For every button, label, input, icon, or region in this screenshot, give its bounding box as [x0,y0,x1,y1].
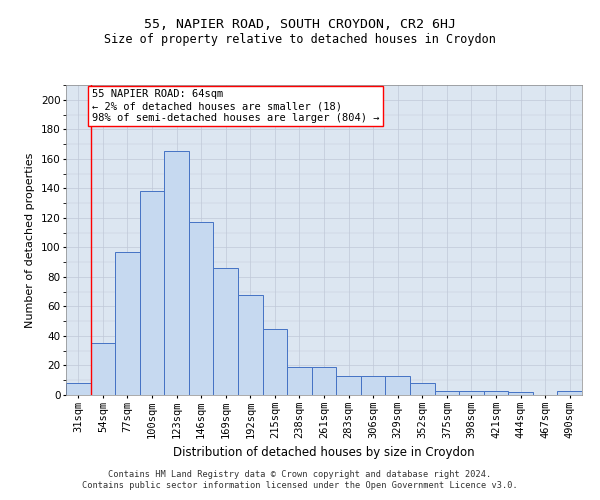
Bar [140,192,164,395]
Y-axis label: Number of detached properties: Number of detached properties [25,152,35,328]
Bar [263,328,287,395]
Bar [385,376,410,395]
Bar [508,392,533,395]
Bar [115,252,140,395]
Bar [336,376,361,395]
Bar [287,367,312,395]
Bar [434,390,459,395]
Text: Contains HM Land Registry data © Crown copyright and database right 2024.: Contains HM Land Registry data © Crown c… [109,470,491,479]
Text: Size of property relative to detached houses in Croydon: Size of property relative to detached ho… [104,32,496,46]
Bar [312,367,336,395]
Text: Contains public sector information licensed under the Open Government Licence v3: Contains public sector information licen… [82,481,518,490]
Bar [410,383,434,395]
Bar [164,152,189,395]
Bar [66,383,91,395]
Bar [557,390,582,395]
Bar [238,294,263,395]
Bar [189,222,214,395]
Text: 55 NAPIER ROAD: 64sqm
← 2% of detached houses are smaller (18)
98% of semi-detac: 55 NAPIER ROAD: 64sqm ← 2% of detached h… [92,90,379,122]
Bar [459,390,484,395]
Bar [214,268,238,395]
X-axis label: Distribution of detached houses by size in Croydon: Distribution of detached houses by size … [173,446,475,460]
Bar [91,344,115,395]
Text: 55, NAPIER ROAD, SOUTH CROYDON, CR2 6HJ: 55, NAPIER ROAD, SOUTH CROYDON, CR2 6HJ [144,18,456,30]
Bar [484,390,508,395]
Bar [361,376,385,395]
